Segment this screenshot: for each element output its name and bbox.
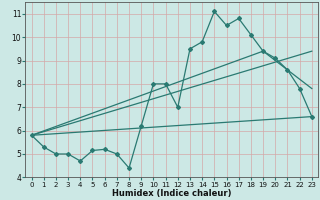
X-axis label: Humidex (Indice chaleur): Humidex (Indice chaleur) xyxy=(112,189,231,198)
